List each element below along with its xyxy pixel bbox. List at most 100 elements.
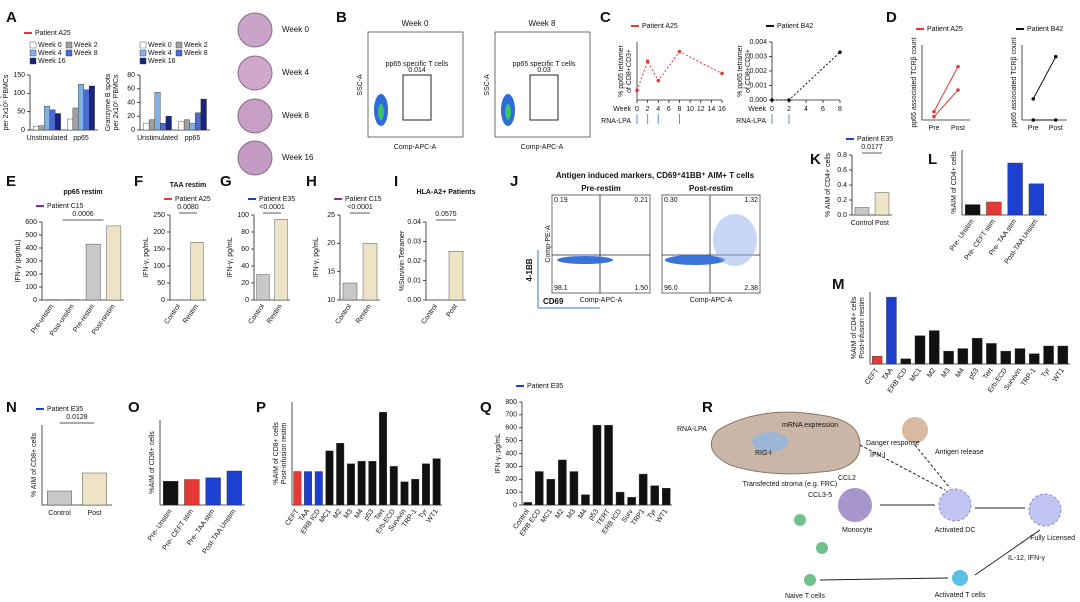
gate-label: pp65 specific T cells [386,61,449,68]
y-axis-label: % AIM of CD4+ cells [825,153,832,217]
chart-title: HLA-A2+ Patients [417,189,476,196]
y-tick-label: 300 [505,463,517,470]
bar [964,204,981,216]
y-axis-label: pp65 associated TCRβ count [911,37,918,127]
flow-plot [551,194,651,294]
bar [581,494,590,506]
quadrant-value: 1.50 [634,285,648,292]
y-tick-label: 0.03 [407,238,421,245]
legend-label: Week 2 [184,42,208,49]
y-tick-label: 800 [505,399,517,406]
y-tick-label: 0.04 [407,219,421,226]
node-label: Activated T cells [935,592,986,599]
y-axis-label: pp65 associated TCRβ count [1011,37,1018,127]
flow-subtitle: Post-restim [689,184,733,193]
x-tick-label: 10 [686,106,694,113]
x-tick-label: Restim [182,303,200,325]
y-tick-label: 0.004 [749,39,767,46]
y-tick-label: 40 [241,263,249,270]
bar [83,89,90,131]
t-cell [804,574,816,586]
flow-title: Antigen induced markers, CD69⁺41BB⁺ AIM+… [556,171,755,180]
quadrant-value: 1.32 [744,197,758,204]
bar [957,348,969,365]
arrow [974,529,1041,576]
legend-swatch [29,41,37,49]
line [636,51,723,91]
bar [67,118,74,131]
dc [938,488,972,522]
y-tick-label: 80 [127,72,135,79]
well-image [237,140,273,176]
line [1032,56,1057,100]
y-axis-label: Granzyme B spots [105,73,112,131]
bar [900,358,911,365]
legend-swatch [139,41,147,49]
x-tick-label: 14 [707,106,715,113]
y-tick-label: 200 [25,271,37,278]
x-tick-label: pp65 [185,135,201,142]
legend-label: Week 0 [148,42,172,49]
y-axis-label: IFN-γ (pg/mL) [15,239,22,282]
legend-label: Week 4 [38,50,62,57]
quadrant-value: 96.0 [664,285,678,292]
bar [47,490,72,506]
diagram: RNA-LPA mRNA expression RIG-I Transfecte… [677,411,1075,600]
bar [535,471,544,506]
bar [986,201,1002,216]
bar [971,338,983,365]
x-tick-label: Post [875,220,889,227]
x-axis-label: Comp-APC-A [394,144,437,151]
y-axis-label: % AIM of CD8+ cells [31,433,38,497]
bar [178,121,185,131]
bar [874,192,890,216]
bar [1007,162,1023,216]
panel-letter: A [6,9,17,26]
x-tick-label: 6 [821,106,825,113]
x-axis-label: Comp-APC-A [690,297,733,304]
x-tick-label: pp65 [73,135,89,142]
bar [346,463,355,506]
injection-label: RNA-LPA [736,118,766,125]
bar [638,473,648,506]
gate-value: 0.014 [408,67,426,74]
bar [106,225,122,301]
x-tick-label: Tert [982,367,994,381]
flow-plot [367,31,464,138]
y-tick-label: 150 [13,72,25,79]
panel-letter: G [220,173,232,190]
legend-label: Week 16 [148,58,176,65]
x-tick-label: Control [851,220,874,227]
flow-title: Week 8 [529,19,557,28]
node-label: Transfected stroma (e.g. FRC) [743,481,838,488]
p-value: 0.0080 [177,204,199,211]
legend-label: Patient E35 [857,136,893,143]
y-tick-label: 500 [25,232,37,239]
x-tick-label: Post [445,303,459,319]
bar [274,219,288,301]
bar [558,459,567,506]
bar [44,105,50,131]
node-label: Monocyte [842,527,872,534]
legend-label: Patient B42 [777,23,813,30]
panel-letter: C [600,9,611,26]
well-label: Week 16 [282,153,314,162]
x-tick-label: p53 [968,367,980,381]
legend-label: Patient E35 [527,383,563,390]
x-tick-label: 8 [678,106,682,113]
y-tick-label: 0 [21,127,25,134]
cell-cloud [665,255,725,265]
x-tick-label: 4 [804,106,808,113]
bar [88,85,95,131]
node-label: RNA-LPA [677,426,707,433]
bar [569,471,579,506]
y-tick-label: 100 [153,263,165,270]
x-tick-label: MC1 [318,508,332,524]
x-tick-label: Control [334,303,353,326]
bar [78,83,84,131]
y-axis-label: of CD8+CD3+ [745,49,752,93]
monocyte [838,488,872,522]
y-axis-label: per 2x10⁵ PBMCs [113,74,120,130]
marker-label: 4-1BB [525,258,534,281]
y-tick-label: 50 [157,280,165,287]
